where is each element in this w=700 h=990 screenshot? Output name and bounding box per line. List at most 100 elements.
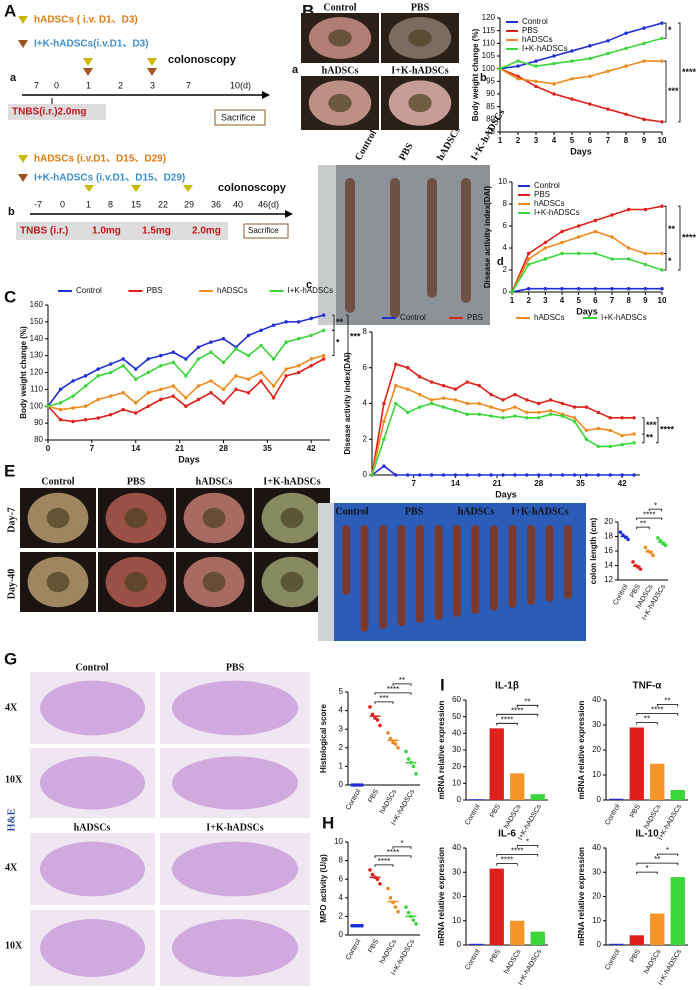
point — [584, 405, 589, 409]
bar — [609, 943, 624, 945]
tick: 0 — [60, 199, 65, 209]
point — [588, 102, 592, 106]
point — [570, 97, 574, 101]
point — [375, 877, 380, 881]
point — [596, 473, 601, 477]
point — [624, 46, 628, 51]
photo-title: PBS — [411, 2, 430, 13]
tick: 36 — [211, 199, 221, 209]
point — [663, 543, 668, 547]
point — [271, 396, 276, 400]
point — [209, 379, 213, 383]
point — [370, 473, 374, 477]
point — [406, 473, 410, 477]
point — [606, 107, 610, 111]
point — [382, 401, 386, 406]
photo-title: PBS — [226, 662, 245, 673]
tick: 7 — [186, 80, 191, 90]
series-line — [371, 363, 635, 476]
y-axis-label: Disease activity index(DAI) — [483, 186, 492, 289]
point — [596, 444, 601, 449]
significance: **** — [682, 232, 697, 242]
point — [108, 362, 113, 366]
point — [394, 401, 398, 406]
point — [537, 416, 541, 420]
point — [146, 357, 150, 361]
legend-label: hADSCs — [534, 199, 565, 208]
point — [259, 328, 263, 333]
point — [171, 394, 176, 398]
significance: * — [668, 256, 672, 266]
x-tick-label: Control — [604, 948, 622, 971]
bracket — [346, 314, 349, 360]
point — [606, 51, 610, 56]
photo-title: Control — [75, 662, 108, 673]
point — [146, 370, 150, 375]
significance: ** — [336, 317, 344, 327]
point — [626, 537, 630, 542]
point — [643, 545, 648, 550]
histology-detail — [40, 919, 145, 977]
point — [593, 251, 598, 256]
significance: * — [336, 337, 340, 347]
photo-detail — [328, 93, 352, 113]
point — [526, 262, 531, 267]
bracket — [374, 692, 412, 695]
point — [513, 392, 517, 397]
chart-title: TNF-α — [633, 681, 663, 692]
bracket — [374, 864, 394, 867]
point — [618, 530, 623, 534]
colon — [434, 525, 443, 620]
point — [388, 736, 393, 741]
y-tick-label: 105 — [482, 51, 496, 60]
x-tick-label: 35 — [263, 444, 272, 453]
point — [368, 868, 372, 872]
point — [406, 387, 410, 391]
point — [121, 407, 125, 412]
x-tick-label: 9 — [642, 136, 647, 145]
point — [656, 536, 660, 540]
colon — [490, 525, 498, 611]
row-label: Day-40 — [6, 569, 17, 600]
y-tick-label: 3 — [339, 724, 344, 733]
point — [632, 473, 636, 477]
point — [501, 473, 505, 477]
point — [146, 391, 150, 395]
triangle — [183, 185, 193, 192]
label: 1.5mg — [142, 226, 171, 237]
y-tick-label: 115 — [482, 26, 495, 35]
y-tick-label: 4 — [339, 893, 344, 902]
photo-detail — [202, 507, 226, 529]
point — [96, 397, 100, 402]
histology-detail — [172, 680, 298, 736]
y-tick-label: 8 — [339, 856, 344, 865]
point — [417, 405, 422, 409]
bracket — [664, 60, 667, 123]
point — [453, 398, 458, 402]
point — [572, 473, 577, 477]
colon — [342, 525, 350, 595]
point — [83, 384, 88, 388]
x-tick-label: hADSCs — [379, 938, 399, 965]
point — [246, 333, 251, 338]
x-tick-label: 28 — [219, 444, 228, 453]
point — [572, 405, 577, 409]
x-tick-label: hADSCs — [643, 948, 663, 975]
y-tick-label: 6 — [503, 221, 508, 230]
bar — [530, 931, 545, 945]
point — [560, 251, 564, 256]
significance: ** — [654, 855, 660, 864]
point — [638, 567, 643, 571]
y-tick-label: 2 — [503, 265, 508, 274]
point — [576, 251, 581, 256]
row-label: 10X — [5, 940, 23, 951]
point — [560, 401, 565, 406]
point — [608, 428, 612, 433]
bracket — [392, 846, 412, 849]
point — [606, 39, 610, 43]
photo-detail — [408, 93, 432, 113]
y-tick-label: 40 — [452, 728, 461, 737]
y-tick-label: 100 — [482, 64, 496, 73]
legend-text: hADSCs (i.v.D1、D15、D29) — [34, 154, 166, 165]
point — [196, 384, 201, 388]
